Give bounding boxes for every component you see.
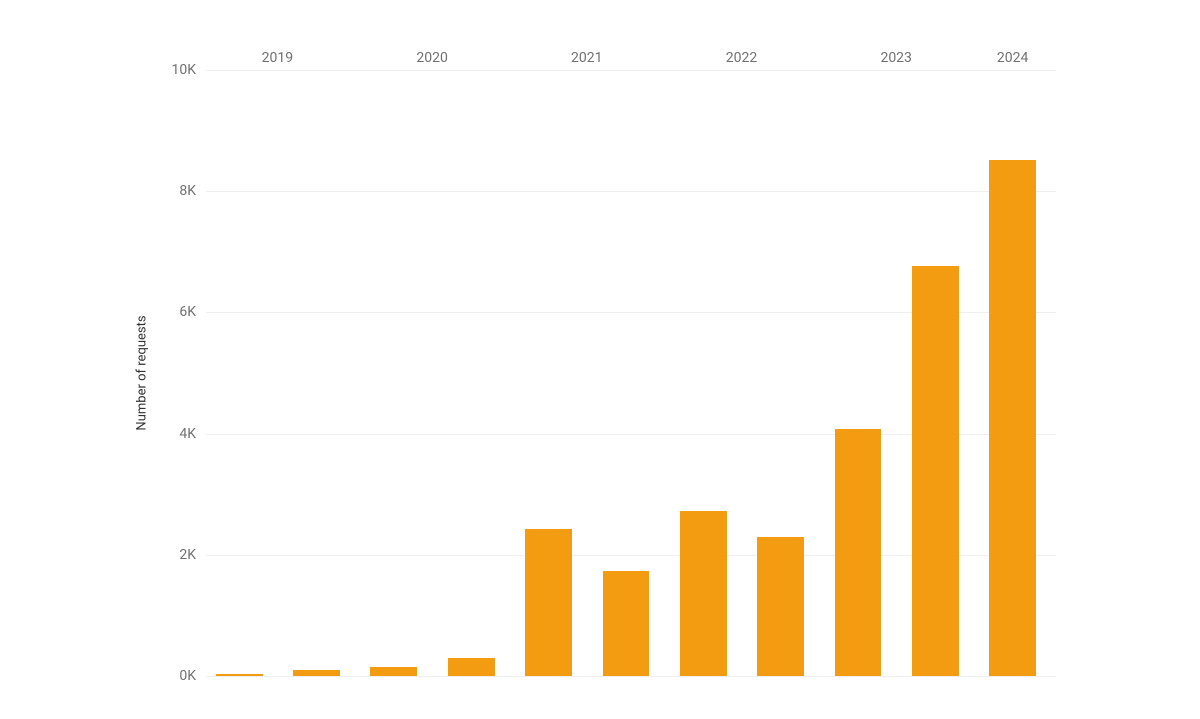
bar: [370, 667, 417, 676]
plot-area: 0K2K4K6K8K10K201920202021202220232024: [206, 70, 1056, 676]
y-axis-title: Number of requests: [135, 315, 150, 430]
bar: [989, 160, 1036, 676]
x-tick-label: 2019: [262, 50, 293, 66]
y-tick-label: 10K: [171, 62, 206, 78]
x-tick-label: 2020: [416, 50, 447, 66]
bar: [912, 266, 959, 676]
gridline: [206, 191, 1056, 192]
bar: [603, 571, 650, 676]
x-tick-label: 2021: [571, 50, 602, 66]
y-tick-label: 4K: [179, 426, 206, 442]
bar: [216, 674, 263, 676]
bar: [525, 529, 572, 676]
x-tick-label: 2022: [726, 50, 757, 66]
y-tick-label: 6K: [179, 304, 206, 320]
bar-chart: 0K2K4K6K8K10K201920202021202220232024 Nu…: [0, 0, 1200, 719]
bar: [293, 670, 340, 676]
bar: [680, 511, 727, 676]
x-tick-label: 2023: [880, 50, 911, 66]
bar: [448, 658, 495, 676]
x-tick-label: 2024: [997, 50, 1028, 66]
bar: [835, 429, 882, 676]
y-tick-label: 0K: [179, 668, 206, 684]
gridline: [206, 676, 1056, 677]
y-tick-label: 2K: [179, 547, 206, 563]
y-tick-label: 8K: [179, 183, 206, 199]
gridline: [206, 70, 1056, 71]
bar: [757, 537, 804, 676]
